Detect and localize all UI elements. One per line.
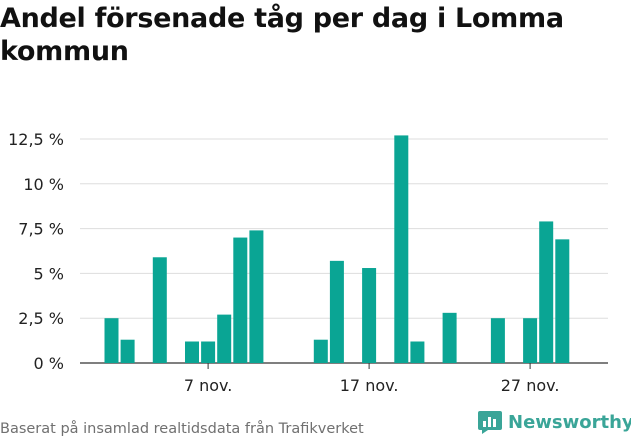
bar (442, 312, 457, 363)
newsworthy-brand[interactable]: Newsworthy (477, 408, 631, 436)
bar (233, 237, 248, 363)
x-tick-label: 27 nov. (501, 376, 560, 395)
bar (394, 135, 409, 363)
source-note: Baserat på insamlad realtidsdata från Tr… (0, 421, 364, 437)
bars (104, 135, 570, 363)
bar (539, 221, 554, 363)
y-tick-label: 0 % (34, 354, 64, 373)
bar (152, 257, 167, 363)
y-tick-label: 5 % (34, 264, 64, 283)
y-tick-label: 10 % (23, 175, 64, 194)
bar (185, 341, 199, 363)
bar (362, 268, 377, 363)
bar (313, 339, 328, 363)
bar (329, 260, 344, 363)
bar (555, 239, 570, 363)
bar (104, 318, 119, 363)
bar (490, 318, 505, 363)
x-tick-label: 7 nov. (184, 376, 233, 395)
chart-title: Andel försenade tåg per dag i Lomma komm… (0, 3, 564, 67)
brand-name: Newsworthy (508, 411, 631, 433)
bar (217, 314, 232, 363)
bar (201, 341, 216, 363)
bar (410, 341, 425, 363)
y-tick-label: 7,5 % (18, 220, 64, 239)
y-tick-label: 2,5 % (18, 309, 64, 328)
y-tick-label: 12,5 % (8, 130, 64, 149)
x-axis: 7 nov. 17 nov. 27 nov. (184, 363, 560, 395)
newsworthy-logo-icon (478, 411, 502, 434)
x-tick-label: 17 nov. (340, 376, 399, 395)
gridlines (80, 138, 608, 364)
y-axis-labels: 0 % 2,5 % 5 % 7,5 % 10 % 12,5 % (8, 130, 64, 373)
bar (523, 318, 538, 363)
bar (249, 230, 264, 363)
bar (120, 339, 135, 363)
